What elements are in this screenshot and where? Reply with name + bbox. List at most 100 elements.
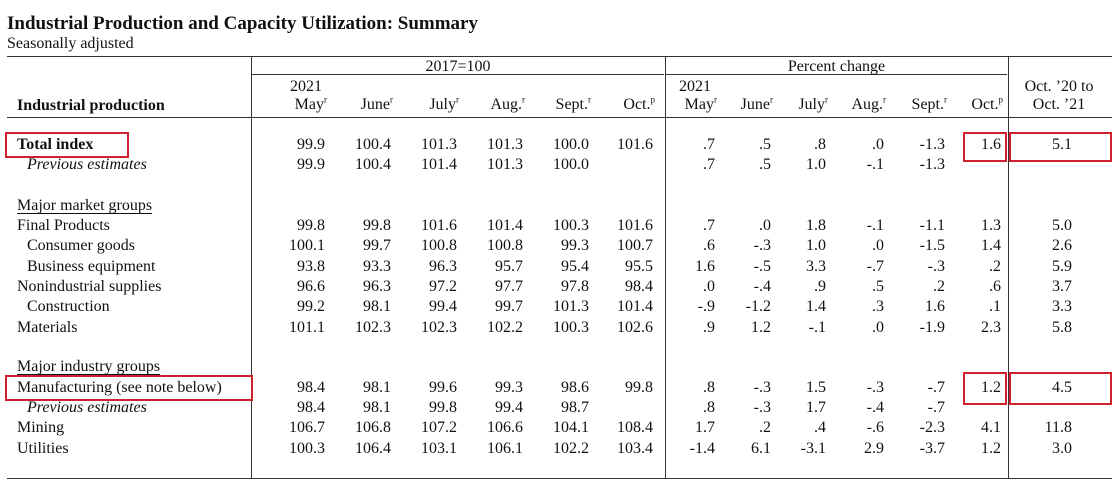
table-cell: 1.5 <box>806 379 826 396</box>
table-cell: 98.7 <box>561 399 589 416</box>
table-cell: 95.4 <box>561 258 589 275</box>
table-cell: 101.6 <box>617 136 653 153</box>
index-month-header: Julyr <box>429 94 459 113</box>
index-month-header: Mayr <box>294 94 327 113</box>
row-label-total: Total index <box>17 136 94 153</box>
table-cell: 100.3 <box>553 217 589 234</box>
table-cell: -.3 <box>753 379 771 396</box>
table-subtitle: Seasonally adjusted <box>7 35 134 52</box>
section-heading: Major market groups <box>17 197 153 214</box>
table-cell: -.9 <box>697 298 715 315</box>
table-cell: .9 <box>703 319 715 336</box>
highlight-manufacturing-label <box>5 375 253 401</box>
table-cell: -.1 <box>866 156 884 173</box>
highlight-total-index-yoy <box>1009 132 1112 162</box>
table-cell: 4.5 <box>1052 379 1072 396</box>
table-cell: 100.0 <box>553 136 589 153</box>
table-cell: 102.3 <box>421 319 457 336</box>
row-label-header: Industrial production <box>17 97 165 114</box>
yoy-header-line2: Oct. ’21 <box>1032 96 1086 113</box>
divider-pct <box>665 56 666 479</box>
table-cell: -1.1 <box>919 217 945 234</box>
index-month-header: Sept.r <box>555 94 591 113</box>
table-cell: 100.3 <box>553 319 589 336</box>
table-cell: .3 <box>872 298 884 315</box>
table-cell: -.1 <box>866 217 884 234</box>
index-group-header: 2017=100 <box>425 58 491 75</box>
table-cell: 101.1 <box>289 319 325 336</box>
index-year-label: 2021 <box>290 78 322 95</box>
pct-month-header: Julyr <box>798 94 828 113</box>
table-cell: 107.2 <box>421 419 457 436</box>
table-cell: 1.6 <box>925 298 945 315</box>
pct-year-label: 2021 <box>679 78 711 95</box>
table-cell: .0 <box>872 319 884 336</box>
table-cell: 1.2 <box>751 319 771 336</box>
table-cell: 1.6 <box>695 258 715 275</box>
index-month-header: Aug.r <box>490 94 525 113</box>
table-cell: .2 <box>933 278 945 295</box>
table-cell: 99.7 <box>363 237 391 254</box>
top-rule <box>7 56 1112 57</box>
table-cell: 95.5 <box>625 258 653 275</box>
table-cell: 106.6 <box>487 419 523 436</box>
row-label-sub: Business equipment <box>27 258 156 275</box>
table-cell: 5.9 <box>1052 258 1072 275</box>
table-cell: -1.3 <box>919 136 945 153</box>
table-cell: .8 <box>703 379 715 396</box>
table-cell: 95.7 <box>495 258 523 275</box>
table-cell: 99.2 <box>297 298 325 315</box>
table-cell: 102.2 <box>553 440 589 457</box>
row-label-sub: Consumer goods <box>27 237 135 254</box>
table-cell: -1.2 <box>745 298 771 315</box>
section-heading: Major industry groups <box>17 358 161 375</box>
table-cell: 106.7 <box>289 419 325 436</box>
table-cell: 5.0 <box>1052 217 1072 234</box>
divider-index <box>251 56 252 479</box>
table-cell: 11.8 <box>1044 419 1072 436</box>
table-cell: 100.8 <box>487 237 523 254</box>
table-cell: 97.7 <box>495 278 523 295</box>
table-cell: .8 <box>703 399 715 416</box>
pct-group-header: Percent change <box>787 58 886 75</box>
table-cell: .0 <box>872 136 884 153</box>
table-cell: 99.3 <box>495 379 523 396</box>
table-cell: 102.2 <box>487 319 523 336</box>
table-cell: 4.1 <box>981 419 1001 436</box>
table-cell: .0 <box>703 278 715 295</box>
table-cell: 1.0 <box>806 237 826 254</box>
table-cell: -2.3 <box>919 419 945 436</box>
table-cell: .5 <box>872 278 884 295</box>
table-cell: 101.6 <box>617 217 653 234</box>
table-cell: .1 <box>989 298 1001 315</box>
table-cell: 99.7 <box>495 298 523 315</box>
table-cell: 93.8 <box>297 258 325 275</box>
table-cell: 97.2 <box>429 278 457 295</box>
table-cell: -.3 <box>753 237 771 254</box>
table-cell: .9 <box>814 278 826 295</box>
table-cell: 1.3 <box>981 217 1001 234</box>
table-cell: 100.3 <box>289 440 325 457</box>
table-cell: 108.4 <box>617 419 653 436</box>
table-cell: .7 <box>703 217 715 234</box>
table-cell: .2 <box>759 419 771 436</box>
table-cell: 1.2 <box>981 440 1001 457</box>
table-cell: 93.3 <box>363 258 391 275</box>
table-cell: 99.9 <box>297 136 325 153</box>
table-cell: 3.0 <box>1052 440 1072 457</box>
pct-month-header: Aug.r <box>851 94 886 113</box>
table-cell: 99.8 <box>429 399 457 416</box>
table-cell: .5 <box>759 136 771 153</box>
table-cell: -.6 <box>866 419 884 436</box>
table-cell: 106.4 <box>355 440 391 457</box>
table-cell: 101.3 <box>553 298 589 315</box>
table-cell: -1.5 <box>919 237 945 254</box>
table-cell: 100.0 <box>553 156 589 173</box>
row-label: Manufacturing (see note below) <box>17 379 222 396</box>
table-cell: 97.8 <box>561 278 589 295</box>
table-cell: -.1 <box>808 319 826 336</box>
table-cell: 98.1 <box>363 298 391 315</box>
table-cell: 98.6 <box>561 379 589 396</box>
table-cell: 100.8 <box>421 237 457 254</box>
table-cell: 100.4 <box>355 136 391 153</box>
